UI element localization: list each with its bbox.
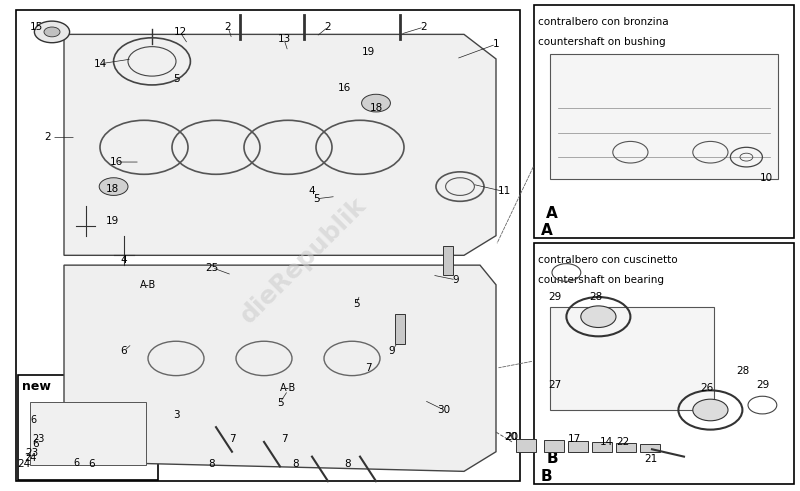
Text: 23: 23: [26, 448, 38, 458]
Bar: [395, 314, 405, 344]
Text: B: B: [541, 469, 552, 484]
Text: 29: 29: [756, 381, 769, 390]
Text: 2: 2: [225, 22, 231, 32]
Text: 7: 7: [229, 435, 235, 444]
Text: 14: 14: [94, 59, 106, 69]
Text: 24: 24: [18, 459, 30, 469]
Text: 5: 5: [173, 74, 179, 83]
Text: 16: 16: [338, 83, 350, 93]
Text: 5: 5: [313, 194, 319, 204]
Text: new: new: [22, 380, 51, 392]
Circle shape: [34, 21, 70, 43]
Bar: [16, 10, 520, 481]
Polygon shape: [64, 34, 496, 255]
Text: 28: 28: [736, 366, 749, 376]
Polygon shape: [64, 265, 496, 471]
Circle shape: [44, 27, 60, 37]
Bar: [550, 307, 714, 410]
Bar: [443, 246, 453, 275]
Text: 18: 18: [106, 184, 118, 194]
Text: 20: 20: [506, 432, 518, 442]
Circle shape: [693, 399, 728, 421]
Text: A: A: [541, 223, 552, 238]
Bar: [30, 402, 146, 465]
Text: 5: 5: [353, 300, 359, 309]
Text: contralbero con bronzina: contralbero con bronzina: [538, 17, 669, 27]
Text: 30: 30: [438, 405, 450, 415]
Bar: [592, 442, 612, 452]
Bar: [544, 440, 564, 452]
Text: 19: 19: [362, 47, 374, 56]
Circle shape: [362, 94, 390, 112]
Text: 8: 8: [345, 459, 351, 469]
Text: 2: 2: [325, 22, 331, 32]
Text: 9: 9: [389, 346, 395, 356]
Text: 26: 26: [700, 383, 713, 393]
Text: A-B: A-B: [140, 280, 156, 290]
Text: dieRepublik: dieRepublik: [236, 192, 372, 328]
Text: 5: 5: [277, 398, 283, 408]
Text: 6: 6: [30, 415, 37, 425]
Bar: [640, 444, 660, 452]
Text: 4: 4: [309, 187, 315, 196]
Text: 23: 23: [32, 435, 45, 444]
Circle shape: [99, 178, 128, 195]
Bar: [616, 443, 636, 452]
Bar: [516, 439, 536, 452]
Text: A: A: [546, 206, 558, 221]
Text: 16: 16: [110, 157, 122, 167]
Text: 1: 1: [493, 39, 499, 49]
Text: 9: 9: [453, 275, 459, 285]
Circle shape: [581, 306, 616, 327]
Text: 22: 22: [616, 437, 629, 447]
Text: 8: 8: [209, 459, 215, 469]
Text: 11: 11: [498, 187, 510, 196]
Text: countershaft on bushing: countershaft on bushing: [538, 37, 666, 47]
Text: 12: 12: [174, 27, 186, 37]
Text: 20: 20: [504, 432, 517, 442]
Text: 18: 18: [370, 103, 382, 113]
Text: B: B: [546, 451, 558, 466]
Text: 3: 3: [173, 410, 179, 420]
Text: 19: 19: [106, 216, 118, 226]
Bar: [18, 375, 158, 480]
Text: 10: 10: [760, 173, 773, 183]
Bar: [550, 54, 778, 179]
Text: 14: 14: [600, 437, 613, 447]
Text: 4: 4: [121, 255, 127, 265]
Text: 15: 15: [30, 22, 42, 32]
Text: 8: 8: [293, 459, 299, 469]
Bar: [534, 5, 794, 238]
Text: 6: 6: [73, 458, 79, 467]
Text: 6: 6: [33, 439, 39, 449]
Text: 6: 6: [89, 459, 95, 469]
Text: 2: 2: [45, 133, 51, 142]
Text: 24: 24: [24, 453, 37, 463]
Text: A-B: A-B: [280, 383, 296, 393]
Text: contralbero con cuscinetto: contralbero con cuscinetto: [538, 255, 678, 265]
Text: 17: 17: [568, 435, 581, 444]
Text: 27: 27: [548, 381, 561, 390]
Text: 29: 29: [548, 292, 561, 302]
Text: 6: 6: [121, 346, 127, 356]
Text: 2: 2: [421, 22, 427, 32]
Bar: [568, 441, 588, 452]
Text: 25: 25: [206, 263, 218, 273]
Text: 7: 7: [365, 363, 371, 373]
Bar: [534, 243, 794, 484]
Text: 13: 13: [278, 34, 290, 44]
Text: 21: 21: [644, 454, 657, 464]
Text: 28: 28: [590, 292, 602, 302]
Text: countershaft on bearing: countershaft on bearing: [538, 275, 665, 285]
Text: 7: 7: [281, 435, 287, 444]
